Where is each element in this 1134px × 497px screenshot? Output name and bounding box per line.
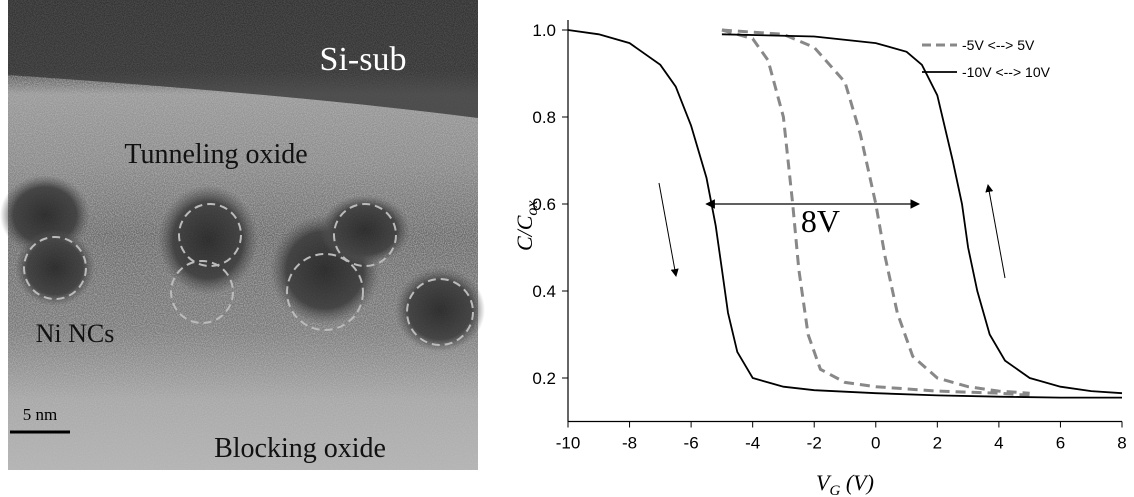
annotation: 8V [801, 203, 840, 239]
x-tick-label: 4 [994, 434, 1003, 453]
block-label: Blocking oxide [214, 433, 386, 464]
x-tick-label: 6 [1056, 434, 1065, 453]
y-tick-label: 1.0 [532, 21, 556, 40]
x-tick-label: 2 [933, 434, 942, 453]
x-tick-label: 0 [871, 434, 880, 453]
series-line [721, 28, 1030, 397]
y-axis-label: C/Cox [512, 200, 541, 251]
x-tick-label: -4 [745, 434, 760, 453]
scale-bar-label: 5 nm [23, 405, 57, 424]
x-axis-label: VG (V) [816, 470, 874, 497]
y-tick-label: 0.6 [532, 195, 556, 214]
x-axis-label-part: (V) [840, 470, 874, 495]
nc-outlines [23, 203, 474, 346]
x-axis-label-part: G [830, 483, 841, 497]
y-tick-label: 0.8 [532, 108, 556, 127]
tunnel-label: Tunneling oxide [124, 139, 307, 170]
x-axis-label-part: V [816, 470, 832, 495]
x-tick-label: 8 [1117, 434, 1126, 453]
legend-label: -5V <--> 5V [962, 37, 1035, 53]
y-axis-label-part: ox [524, 200, 541, 215]
substrate-label: Si-sub [320, 41, 407, 78]
y-tick-label: 0.2 [532, 369, 556, 388]
x-tick-label: -8 [622, 434, 637, 453]
nc-label: Ni NCs [36, 319, 115, 348]
x-tick-label: -6 [684, 434, 699, 453]
chart: 0.20.40.60.81.0-10 -8 -6 -4 -2 0 2 4 6 8VG (V)C/C… [512, 20, 1127, 497]
y-tick-label: 0.4 [532, 282, 556, 301]
x-tick-label: -10 [556, 434, 581, 453]
series-line [567, 29, 1123, 399]
legend-label: -10V <--> 10V [962, 64, 1051, 80]
sweep-arrow-up [985, 184, 1006, 279]
y-axis-label-part: C/C [512, 215, 537, 251]
substrate-region [8, 0, 478, 118]
x-tick-label: -2 [807, 434, 822, 453]
micrograph: Si-sub Tunneling oxide Ni NCs Blocking o… [0, 0, 485, 470]
sweep-arrow-down [658, 182, 679, 277]
